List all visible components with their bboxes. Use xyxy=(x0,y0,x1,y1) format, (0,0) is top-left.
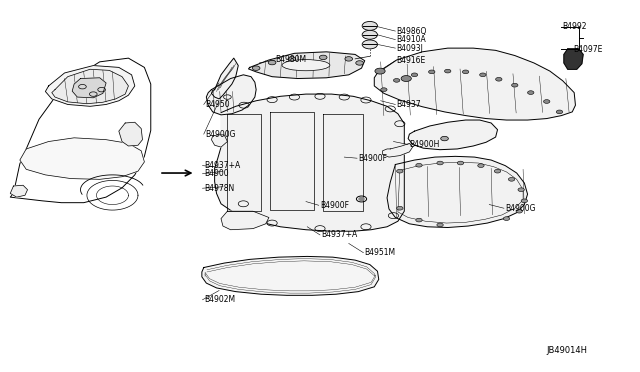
Circle shape xyxy=(252,66,260,70)
Text: B4097E: B4097E xyxy=(573,45,603,54)
Text: B4900: B4900 xyxy=(204,169,228,178)
Circle shape xyxy=(362,31,378,39)
Text: B4902M: B4902M xyxy=(204,295,235,304)
Text: JB49014H: JB49014H xyxy=(547,346,588,355)
Polygon shape xyxy=(211,135,227,147)
Text: B4937+A: B4937+A xyxy=(204,161,240,170)
Circle shape xyxy=(319,55,327,60)
Polygon shape xyxy=(248,52,365,78)
Circle shape xyxy=(356,61,364,65)
Circle shape xyxy=(397,206,403,210)
Circle shape xyxy=(527,91,534,94)
Polygon shape xyxy=(387,156,527,228)
Circle shape xyxy=(508,177,515,181)
Circle shape xyxy=(362,40,378,49)
Polygon shape xyxy=(408,120,497,150)
Circle shape xyxy=(429,70,435,74)
Text: B4992: B4992 xyxy=(563,22,587,31)
Circle shape xyxy=(268,60,276,65)
Circle shape xyxy=(416,218,422,222)
Circle shape xyxy=(441,137,449,141)
Circle shape xyxy=(516,209,522,213)
Circle shape xyxy=(511,83,518,87)
Circle shape xyxy=(494,169,500,173)
Polygon shape xyxy=(214,94,404,231)
Circle shape xyxy=(479,73,486,77)
Circle shape xyxy=(503,217,509,221)
Text: B4900G: B4900G xyxy=(505,204,536,213)
Circle shape xyxy=(362,22,378,31)
Text: B4900F: B4900F xyxy=(320,201,349,210)
Circle shape xyxy=(445,69,451,73)
Circle shape xyxy=(495,77,502,81)
Polygon shape xyxy=(374,48,575,120)
Polygon shape xyxy=(52,69,129,104)
Circle shape xyxy=(401,76,412,81)
Text: B4937: B4937 xyxy=(397,100,421,109)
Polygon shape xyxy=(564,49,583,69)
Polygon shape xyxy=(206,75,256,115)
Circle shape xyxy=(437,161,444,165)
Circle shape xyxy=(397,169,403,173)
Polygon shape xyxy=(45,65,135,106)
Text: B4978N: B4978N xyxy=(204,184,234,193)
Polygon shape xyxy=(119,122,143,146)
Polygon shape xyxy=(10,185,28,197)
Circle shape xyxy=(463,70,468,74)
Text: B4937+A: B4937+A xyxy=(321,230,358,240)
Circle shape xyxy=(458,161,464,165)
Text: B4093J: B4093J xyxy=(397,44,424,52)
Polygon shape xyxy=(72,78,106,98)
Circle shape xyxy=(394,78,400,82)
Polygon shape xyxy=(383,143,413,157)
Polygon shape xyxy=(211,58,238,99)
Circle shape xyxy=(543,100,550,103)
Polygon shape xyxy=(20,138,145,179)
Text: B4900F: B4900F xyxy=(358,154,387,163)
Text: B4950: B4950 xyxy=(205,100,230,109)
Circle shape xyxy=(477,164,484,167)
Circle shape xyxy=(521,199,527,203)
Polygon shape xyxy=(221,211,269,230)
Circle shape xyxy=(437,223,444,227)
Circle shape xyxy=(345,57,353,61)
Text: B4916E: B4916E xyxy=(397,56,426,65)
Circle shape xyxy=(359,198,364,201)
Text: B4900G: B4900G xyxy=(205,129,236,139)
Circle shape xyxy=(375,68,385,74)
Circle shape xyxy=(518,188,524,192)
Circle shape xyxy=(288,57,296,61)
Ellipse shape xyxy=(282,60,330,71)
Circle shape xyxy=(416,163,422,167)
Text: B4980M: B4980M xyxy=(275,55,307,64)
Circle shape xyxy=(412,73,418,77)
Text: B4986Q: B4986Q xyxy=(397,26,427,36)
Circle shape xyxy=(556,110,563,114)
Text: B4900H: B4900H xyxy=(410,140,440,149)
Text: B4951M: B4951M xyxy=(365,248,396,257)
Circle shape xyxy=(381,88,387,92)
Polygon shape xyxy=(202,256,379,295)
Text: B4910A: B4910A xyxy=(397,35,426,44)
